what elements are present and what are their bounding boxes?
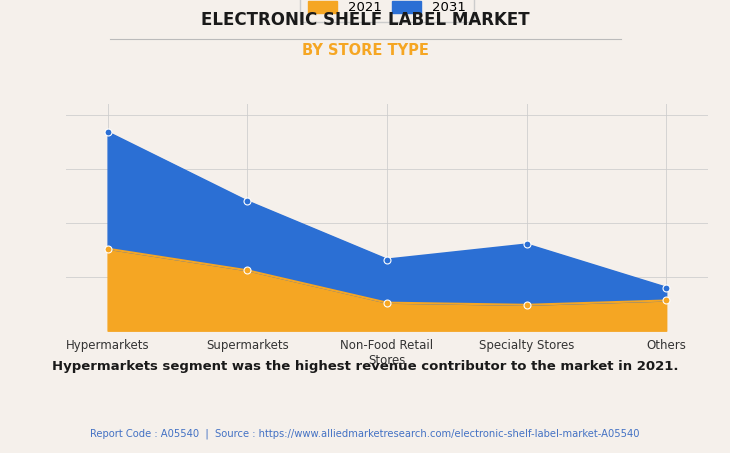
Text: BY STORE TYPE: BY STORE TYPE bbox=[301, 43, 429, 58]
Legend: 2021, 2031: 2021, 2031 bbox=[300, 0, 474, 22]
Text: Report Code : A05540  |  Source : https://www.alliedmarketresearch.com/electroni: Report Code : A05540 | Source : https://… bbox=[91, 428, 639, 439]
Text: ELECTRONIC SHELF LABEL MARKET: ELECTRONIC SHELF LABEL MARKET bbox=[201, 11, 529, 29]
Text: Hypermarkets segment was the highest revenue contributor to the market in 2021.: Hypermarkets segment was the highest rev… bbox=[52, 360, 678, 373]
